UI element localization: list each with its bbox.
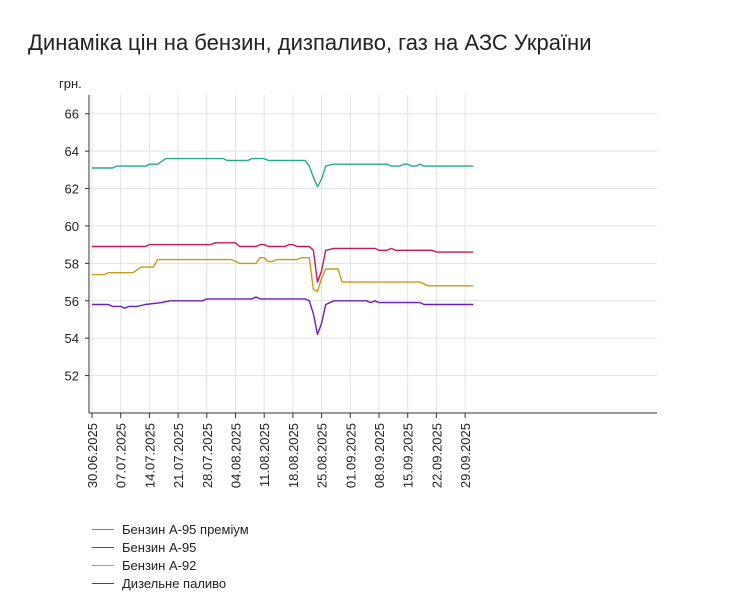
legend-swatch	[92, 528, 114, 530]
y-tick-label: 52	[65, 369, 79, 384]
line-chart: 52 54 56 58 60 62 64 66 30.06.2025 07.07.2025 14.…	[59, 76, 657, 488]
legend-item[interactable]: Бензин А-95 преміум	[92, 520, 249, 538]
chart-title: Динаміка цін на бензин, дизпаливо, газ н…	[28, 30, 592, 55]
y-tick-labels: 52 54 56 58 60 62 64 66	[65, 107, 79, 384]
y-axis-label: грн.	[59, 76, 82, 91]
legend-item[interactable]: Дизельне паливо	[92, 574, 249, 592]
x-tick-label: 21.07.2025	[171, 423, 186, 488]
y-tick-label: 64	[65, 144, 79, 159]
x-tick-labels: 30.06.2025 07.07.2025 14.07.2025 21.07.2025…	[85, 423, 473, 488]
x-tick-label: 29.09.2025	[458, 423, 473, 488]
x-tick-label: 30.06.2025	[85, 423, 100, 488]
x-tick-label: 18.08.2025	[286, 423, 301, 488]
series-lines	[92, 157, 474, 336]
y-tick-label: 56	[65, 294, 79, 309]
legend-label: Бензин А-92	[122, 557, 197, 573]
series-line-1	[92, 242, 474, 283]
legend-label: Бензин А-95	[122, 539, 197, 555]
x-tick-label: 15.09.2025	[401, 423, 416, 488]
legend-swatch	[92, 546, 114, 548]
x-tick-label: 11.08.2025	[257, 423, 272, 487]
axes	[85, 95, 657, 418]
legend-item[interactable]: Бензин А-92	[92, 556, 249, 574]
x-tick-label: 04.08.2025	[229, 423, 244, 488]
y-tick-label: 58	[65, 256, 79, 271]
y-tick-label: 54	[65, 331, 79, 346]
legend-swatch	[92, 582, 114, 584]
x-tick-label: 01.09.2025	[343, 423, 358, 488]
legend-item[interactable]: Бензин А-95	[92, 538, 249, 556]
y-tick-label: 62	[65, 182, 79, 197]
legend-label: Дизельне паливо	[122, 575, 227, 591]
legend: Бензин А-95 преміум Бензин А-95 Бензин А-9…	[92, 520, 249, 592]
series-line-0	[92, 157, 474, 188]
legend-swatch	[92, 564, 114, 566]
x-tick-label: 28.07.2025	[200, 423, 215, 488]
grid-lines	[89, 95, 657, 413]
series-line-2	[92, 257, 474, 293]
y-tick-label: 66	[65, 107, 79, 122]
x-tick-label: 22.09.2025	[429, 423, 444, 488]
x-tick-label: 25.08.2025	[315, 423, 330, 488]
x-tick-label: 14.07.2025	[142, 423, 157, 488]
x-tick-label: 08.09.2025	[372, 423, 387, 488]
series-line-3	[92, 296, 474, 336]
legend-label: Бензин А-95 преміум	[122, 521, 249, 537]
y-tick-label: 60	[65, 219, 79, 234]
x-tick-label: 07.07.2025	[114, 423, 129, 488]
